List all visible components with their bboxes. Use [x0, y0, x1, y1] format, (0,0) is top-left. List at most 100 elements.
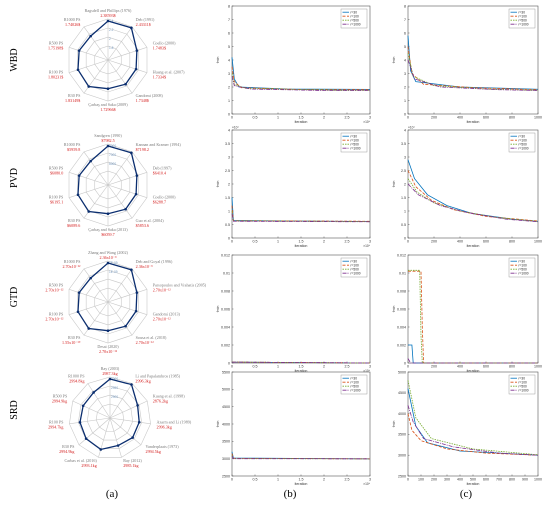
radar-spoke: [107, 47, 148, 61]
radar-point: [131, 436, 134, 439]
x-tick-label: 600: [483, 478, 489, 482]
x-exponent-label: ×10⁴: [363, 369, 370, 373]
radar-spoke-label: R100 PS: [49, 195, 64, 200]
x-tick-label: 800: [509, 116, 515, 120]
y-axis-label: fmin: [392, 181, 396, 188]
x-tick-label: 600: [483, 240, 489, 244]
legend-label: r=100: [519, 139, 527, 143]
y-axis-label: fmin: [392, 57, 396, 64]
series-line-r-1000: [407, 358, 538, 364]
radar-spoke-label: Coello (2000): [153, 40, 176, 45]
x-axis-label: iteration: [295, 244, 308, 248]
radar-point: [84, 437, 88, 440]
series-line-r-1000: [231, 76, 370, 91]
radar-spoke: [107, 268, 133, 303]
radar-spoke-label: R500 PS: [53, 393, 68, 398]
radar-spoke-value: 2994.7kg: [48, 425, 63, 430]
radar-spoke: [69, 417, 111, 425]
y-tick-label: 1: [228, 99, 230, 103]
radar-spoke-value: 2994.5kg: [146, 449, 161, 454]
y-tick-label: 7: [404, 18, 406, 22]
radar-point: [106, 87, 110, 90]
radar-point: [106, 329, 110, 333]
x-tick-label: 400: [457, 240, 463, 244]
y-tick-label: 0.002: [397, 343, 406, 347]
radar-spoke: [87, 383, 111, 419]
y-tick-label: 0: [404, 236, 406, 240]
y-axis-label: fmin: [392, 421, 396, 428]
radar-point: [106, 144, 110, 148]
y-tick-label: 4: [228, 128, 230, 132]
radar-spoke-label: Sandgren (1990): [94, 133, 122, 138]
y-tick-label: 2: [404, 182, 406, 186]
radar-tick-label: 2900: [111, 395, 118, 399]
radar-spoke: [107, 26, 133, 61]
line-chart-6: 0 0.5 1 1.5 2 2.5 3 2500 3000 3500 4000 4500 5000 550…: [216, 370, 371, 486]
radar-spoke-value: 1.7334$: [153, 75, 166, 80]
radar-point: [99, 448, 103, 451]
y-tick-label: 0.002: [221, 343, 230, 347]
radar-spoke: [78, 417, 111, 446]
radar-spoke-value: 2994.8kg: [69, 378, 84, 383]
x-axis-label: iteration: [467, 244, 480, 248]
x-tick-label: 0.5: [253, 365, 258, 369]
radar-spoke-value: 2.70x10⁻¹²: [99, 349, 118, 354]
radar-point: [106, 19, 110, 23]
y-tick-label: 0.008: [221, 289, 230, 293]
radar-spoke: [107, 301, 133, 336]
radar-spoke-label: R30 PS: [68, 335, 81, 340]
radar-point: [137, 420, 141, 424]
x-tick-label: 1000: [534, 116, 542, 120]
x-tick-label: 2: [323, 365, 325, 369]
y-tick-label: 3: [404, 155, 406, 159]
radar-spoke: [109, 417, 142, 446]
legend-label: r=30: [519, 11, 526, 15]
radar-spoke-label: Gandomi (2008): [136, 93, 164, 98]
y-tick-label: 5: [404, 45, 406, 49]
radar-point: [135, 174, 139, 177]
y-tick-label: 6: [404, 31, 406, 35]
radar-spoke-value: 2.70x10⁻¹²: [62, 264, 81, 269]
y-tick-label: 6: [228, 31, 230, 35]
radar-point: [124, 82, 127, 86]
radar-spoke-label: Çarbaş and Saka (2013): [88, 227, 128, 232]
x-tick-label: 1.5: [299, 240, 304, 244]
series-line-r-100: [231, 66, 370, 91]
line-chart-1: 0 200 400 600 800 1000 0 1 2 3 4 5 6 7 8 iteration fmin r…: [392, 4, 542, 124]
radar-spoke-value: 2.70x10⁻¹²: [136, 340, 155, 345]
x-tick-label: 2.5: [345, 365, 350, 369]
x-tick-label: 200: [431, 240, 437, 244]
legend-label: r=30: [519, 260, 526, 264]
y-tick-label: 0.012: [397, 253, 406, 257]
radar-spoke-label: Azarm and Li (1989): [157, 420, 192, 425]
x-tick-label: 200: [431, 116, 437, 120]
radar-spoke-label: Deb and Goyal (1996): [136, 259, 173, 264]
y-tick-label: 0.012: [221, 253, 230, 257]
y-tick-label: 2500: [222, 474, 230, 478]
legend-label: r=1000: [351, 272, 361, 276]
radar-spoke-value: 2985.1kg: [123, 463, 138, 468]
legend-box: [508, 374, 536, 395]
radar-spoke-label: Ragsdell and Phillips (1976): [85, 8, 132, 13]
radar-spoke-label: R1000 PS: [68, 373, 85, 378]
radar-spoke-label: Çarbaş and Saka (2009): [88, 102, 128, 107]
x-axis-label: iteration: [295, 369, 308, 373]
radar-spoke-value: 1.75198$: [48, 45, 63, 50]
y-exponent-label: ×10⁴: [232, 126, 239, 130]
y-tick-label: 2: [228, 85, 230, 89]
x-exponent-label: ×10⁴: [363, 244, 370, 248]
x-tick-label: 2: [323, 240, 325, 244]
x-tick-label: 2.5: [345, 240, 350, 244]
radar-spoke-value: 1.80231$: [48, 75, 63, 80]
x-tick-label: 2: [323, 116, 325, 120]
radar-point: [76, 310, 80, 314]
radar-spoke-value: 1.7483$: [153, 45, 166, 50]
x-tick-label: 300: [444, 478, 450, 482]
radar-spoke-label: R1000 PS: [64, 142, 81, 147]
x-tick-label: 0.5: [253, 240, 258, 244]
radar-point: [76, 68, 80, 72]
x-tick-label: 1: [277, 365, 279, 369]
legend-label: r=1000: [519, 147, 529, 151]
